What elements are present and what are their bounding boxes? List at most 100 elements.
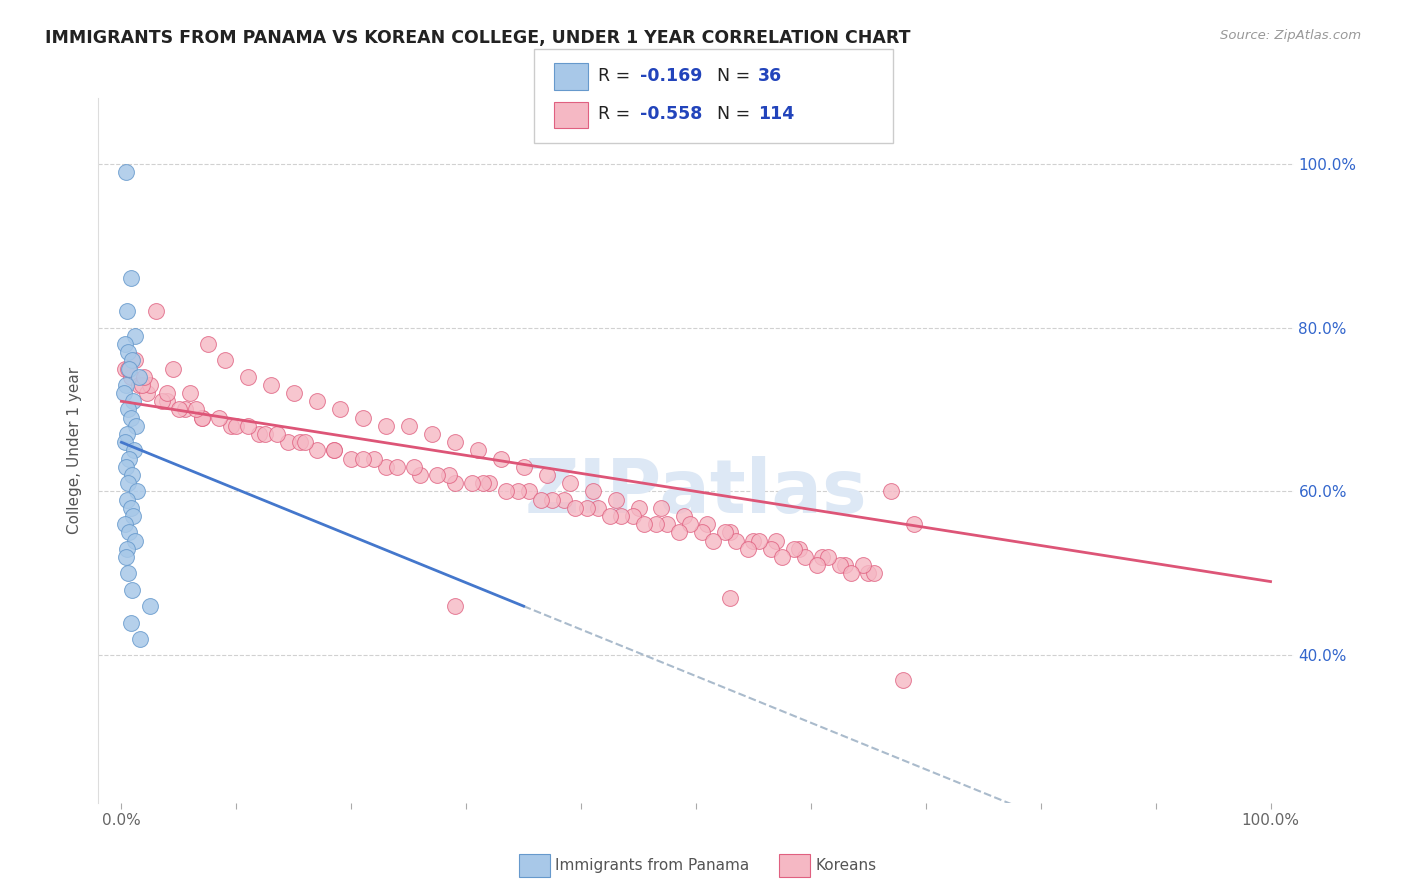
Point <box>156 386 179 401</box>
Point <box>139 599 162 614</box>
Point <box>650 500 672 515</box>
Point <box>644 517 666 532</box>
Point <box>657 517 679 532</box>
Point <box>610 508 633 523</box>
Point <box>536 468 558 483</box>
Point <box>118 451 141 466</box>
Point <box>575 500 598 515</box>
Point <box>627 500 650 515</box>
Point <box>530 492 553 507</box>
Point <box>352 451 374 466</box>
Point <box>214 353 236 368</box>
Text: -0.558: -0.558 <box>640 105 702 123</box>
Point <box>128 369 150 384</box>
Point <box>541 492 564 507</box>
Point <box>789 541 811 556</box>
Point <box>150 394 173 409</box>
Point <box>581 484 603 499</box>
Point <box>621 508 644 523</box>
Text: ZIPatlas: ZIPatlas <box>524 456 868 529</box>
Point <box>903 517 925 532</box>
Point <box>512 459 534 474</box>
Point <box>323 443 346 458</box>
Point <box>112 386 135 401</box>
Point <box>426 468 449 483</box>
Point <box>517 484 540 499</box>
Point <box>340 451 363 466</box>
Text: N =: N = <box>717 105 756 123</box>
Point <box>385 459 409 474</box>
Point <box>294 435 316 450</box>
Point <box>880 484 903 499</box>
Point <box>131 378 153 392</box>
Point <box>266 427 288 442</box>
Point <box>352 410 374 425</box>
Point <box>690 525 713 540</box>
Point <box>121 353 143 368</box>
Point <box>145 304 167 318</box>
Point <box>409 468 432 483</box>
Point <box>737 541 759 556</box>
Point <box>120 369 142 384</box>
Point <box>553 492 575 507</box>
Point <box>167 402 190 417</box>
Point <box>420 427 443 442</box>
Point <box>891 673 914 687</box>
Point <box>115 378 138 392</box>
Text: Koreans: Koreans <box>815 858 876 872</box>
Point <box>117 345 139 359</box>
Point <box>404 459 426 474</box>
Point <box>117 402 139 417</box>
Text: 114: 114 <box>758 105 794 123</box>
Point <box>122 508 145 523</box>
Point <box>374 418 396 433</box>
Point <box>599 508 621 523</box>
Point <box>443 599 465 614</box>
Point <box>122 443 145 458</box>
Point <box>115 549 138 564</box>
Point <box>720 591 742 605</box>
Point <box>114 337 136 351</box>
Point <box>125 418 148 433</box>
Point <box>782 541 804 556</box>
Point <box>117 361 139 376</box>
Point <box>219 418 242 433</box>
Point <box>115 304 138 318</box>
Point <box>863 566 886 581</box>
Point <box>115 541 138 556</box>
Point <box>115 459 138 474</box>
Point <box>374 459 396 474</box>
Point <box>794 549 817 564</box>
Text: -0.169: -0.169 <box>640 67 702 85</box>
Point <box>236 418 259 433</box>
Point <box>305 394 328 409</box>
Point <box>115 492 138 507</box>
Point <box>305 443 328 458</box>
Point <box>467 443 489 458</box>
Text: R =: R = <box>598 105 636 123</box>
Text: N =: N = <box>717 67 756 85</box>
Point <box>114 435 136 450</box>
Point <box>834 558 856 573</box>
Point <box>260 378 283 392</box>
Point <box>124 353 146 368</box>
Point <box>277 435 299 450</box>
Point <box>839 566 862 581</box>
Text: Immigrants from Panama: Immigrants from Panama <box>555 858 749 872</box>
Point <box>605 492 627 507</box>
Point <box>720 525 742 540</box>
Point <box>765 533 787 548</box>
Point <box>817 549 839 564</box>
Point <box>283 386 305 401</box>
Point <box>191 410 214 425</box>
Point <box>114 517 136 532</box>
Point <box>120 615 142 630</box>
Point <box>288 435 311 450</box>
Point <box>254 427 277 442</box>
Point <box>179 386 201 401</box>
Point <box>122 394 145 409</box>
Point <box>124 533 146 548</box>
Point <box>127 484 149 499</box>
Point <box>489 451 512 466</box>
Point <box>173 402 195 417</box>
